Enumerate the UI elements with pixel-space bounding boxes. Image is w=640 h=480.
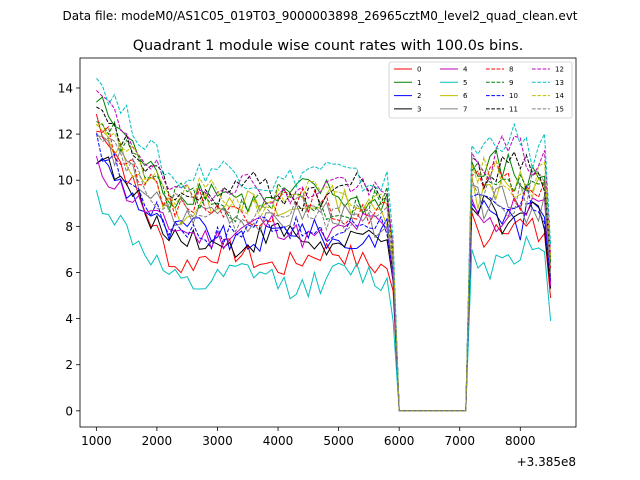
series-line-14: [96, 123, 552, 412]
y-tick-label: 0: [65, 404, 73, 418]
x-tick-label: 1000: [81, 434, 112, 448]
legend-label-1: 1: [417, 79, 421, 87]
legend-label-3: 3: [417, 105, 421, 113]
y-tick-label: 8: [65, 220, 73, 234]
x-tick-label: 6000: [384, 434, 415, 448]
y-tick-label: 14: [58, 81, 73, 95]
legend-label-9: 9: [509, 79, 513, 87]
legend-label-15: 15: [555, 105, 564, 113]
legend-label-10: 10: [509, 92, 518, 100]
series-line-11: [96, 106, 552, 412]
series-line-0: [95, 113, 552, 412]
legend-label-6: 6: [463, 92, 468, 100]
axis-ticks: 1000 2000 3000 4000 5000 6000 7000 8000 0 2 4 6 8 10 1…: [58, 81, 536, 448]
figure-suptitle: Data file: modeM0/AS1C05_019T03_90000038…: [62, 9, 577, 23]
x-tick-label: 3000: [202, 434, 233, 448]
legend-label-11: 11: [509, 105, 518, 113]
x-tick-label: 4000: [263, 434, 294, 448]
series-line-15: [95, 132, 552, 412]
series-line-10: [95, 132, 552, 412]
legend-label-4: 4: [463, 66, 468, 74]
legend-label-8: 8: [509, 66, 513, 74]
x-offset-label: +3.385e8: [517, 455, 576, 469]
y-tick-label: 12: [58, 128, 73, 142]
series-line-13: [96, 77, 552, 412]
series-line-6: [96, 123, 552, 412]
legend-label-2: 2: [417, 92, 421, 100]
series-line-7: [96, 135, 552, 412]
y-tick-label: 6: [65, 266, 73, 280]
x-tick-label: 8000: [505, 434, 536, 448]
chart-title: Quadrant 1 module wise count rates with …: [133, 38, 524, 54]
legend-label-14: 14: [555, 92, 564, 100]
x-tick-label: 2000: [142, 434, 173, 448]
legend-label-7: 7: [463, 105, 467, 113]
plot-lines: [95, 77, 552, 412]
series-line-5: [95, 190, 552, 412]
series-line-1: [96, 96, 552, 412]
legend-label-0: 0: [417, 66, 421, 74]
series-line-12: [96, 89, 552, 412]
y-tick-label: 10: [58, 174, 73, 188]
axes-frame: [79, 57, 577, 428]
x-tick-label: 5000: [323, 434, 354, 448]
y-tick-label: 4: [65, 312, 73, 326]
series-line-8: [96, 125, 552, 412]
legend-label-13: 13: [555, 79, 564, 87]
x-tick-label: 7000: [444, 434, 475, 448]
legend-label-12: 12: [555, 66, 564, 74]
legend-box: [388, 61, 573, 119]
y-tick-label: 2: [65, 358, 73, 372]
series-line-3: [96, 156, 552, 412]
series-line-9: [96, 120, 552, 412]
legend-label-5: 5: [463, 79, 467, 87]
